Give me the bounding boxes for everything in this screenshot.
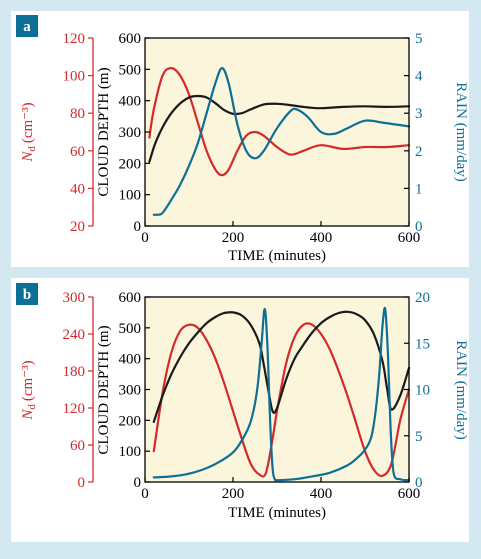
panel-a-nd-tick-label: 100 [63,69,86,85]
panel-b-rain-tick-label: 10 [415,383,430,399]
panel-a-series-group [148,67,411,216]
panel-a-rain-tick-label: 4 [415,69,423,85]
panel-b-depth-tick-label: 600 [119,290,142,306]
panel-a-plot-area [145,38,409,226]
panel-b-badge-label: b [23,287,31,303]
panel-a-depth-tick-label: 200 [119,156,142,172]
panel-a-depth-tick-label: 500 [119,62,142,78]
panel-b-rain-series-line [152,306,411,482]
panel-b-rain-tick-label: 20 [415,290,430,306]
panel-a-axes: 0 200 400 600010020030040050060001234520406… [63,31,424,246]
panel-a-depth-tick-label: 400 [119,94,142,110]
panel-a-nd-series-line [148,67,411,177]
panel-b-depth-tick-label: 500 [119,321,142,337]
panel-a-rain-tick-label: 3 [415,106,423,122]
panel-b-badge [16,283,38,305]
panel-a-badge [16,15,38,37]
panel-b-depth-tick-label: 100 [119,444,142,460]
panel-b-depth-series-line [152,310,411,423]
panel-b-depth-tick-label: 300 [119,383,142,399]
panel-a-depth-tick-label: 0 [134,219,142,235]
panel-a-rain-tick-label: 5 [415,31,423,47]
panel-a-x-tick-label: 600 [398,230,421,246]
panel-b-x-tick-label: 600 [398,486,421,502]
panel-a-depth-series-line [148,94,411,163]
panel-a-depth-axis-label: CLOUD DEPTH (m) [96,67,112,196]
panel-a-depth-tick-label: 300 [119,125,142,141]
panel-b-depth-tick-label: 0 [134,475,142,491]
panel-b-depth-axis-label: CLOUD DEPTH (m) [96,325,112,454]
panel-a-x-tick-label: 0 [141,230,149,246]
panel-a-nd-tick-label: 80 [70,106,85,122]
panel-b-nd-tick-label: 300 [63,290,86,306]
panel-b-nd-tick-label: 120 [63,401,86,417]
panel-a-depth-tick-label: 100 [119,188,142,204]
panel-a-x-axis-label: TIME (minutes) [228,248,326,264]
panel-b-depth-tick-label: 200 [119,413,142,429]
panel-b-nd-tick-label: 240 [63,327,86,343]
panel-a-rain-tick-label: 0 [415,219,423,235]
panel-b-rain-tick-label: 0 [415,475,423,491]
panel-b-rain-tick-label: 5 [415,429,423,445]
panel-a-rain-tick-label: 1 [415,181,423,197]
panel-a-nd-axis-label: Nd(cm⁻³) [20,102,38,162]
panel-a-badge-label: a [23,19,31,35]
panel-b-x-tick-label: 0 [141,486,149,502]
panel-b: b 0 200 400 6000100200300400500600051015200… [11,278,469,542]
panel-a-nd-tick-label: 20 [70,219,85,235]
panel-b-x-tick-label: 400 [310,486,333,502]
panel-b-rain-tick-label: 15 [415,336,430,352]
panel-b-nd-tick-label: 60 [70,438,85,454]
panel-b-nd-tick-label: 0 [78,475,86,491]
panel-b-x-axis-label: TIME (minutes) [228,505,326,521]
panel-b-rain-axis-label: RAIN (mm/day) [453,340,469,440]
panel-a: a 0 200 400 6000100200300400500600012345204… [11,11,469,267]
panel-b-x-tick-label: 200 [222,486,245,502]
panel-a-rain-series-line [152,67,411,216]
panel-b-axes: 0 200 400 600010020030040050060005101520060… [63,290,431,502]
panel-a-x-tick-label: 400 [310,230,333,246]
panel-b-nd-tick-label: 180 [63,364,86,380]
panel-b-nd-axis-label: Nd(cm⁻³) [20,360,38,420]
panel-b-series-group [152,306,411,482]
panel-a-depth-tick-label: 600 [119,31,142,47]
panel-a-nd-tick-label: 60 [70,144,85,160]
panel-b-depth-tick-label: 400 [119,352,142,368]
panel-a-x-tick-label: 200 [222,230,245,246]
panel-a-rain-axis-label: RAIN (mm/day) [453,82,469,182]
panel-a-nd-tick-label: 120 [63,31,86,47]
panel-a-nd-tick-label: 40 [70,181,85,197]
panel-a-rain-tick-label: 2 [415,144,423,160]
